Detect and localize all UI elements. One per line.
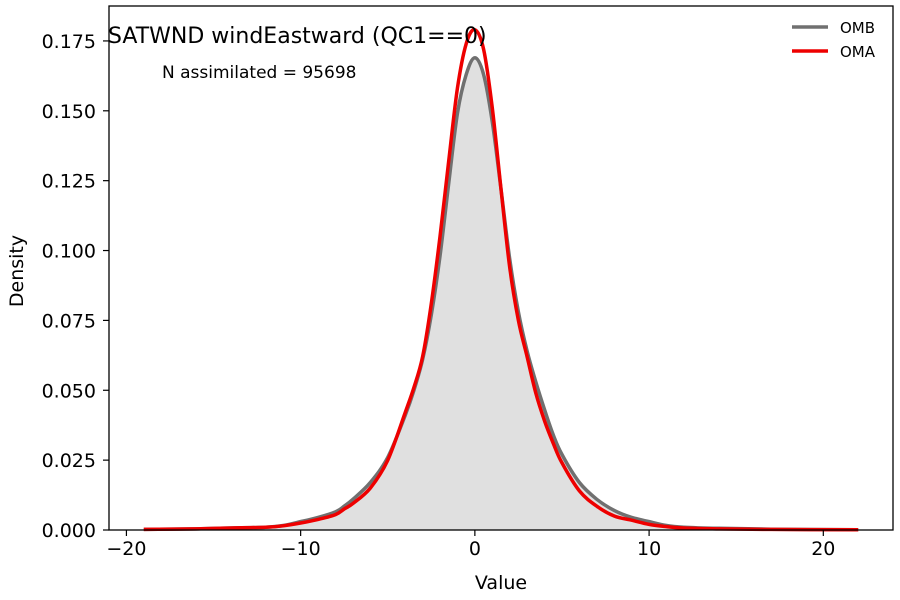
histogram-area [143, 57, 859, 530]
y-tick-label: 0.000 [42, 520, 96, 542]
x-tick-label: −10 [281, 538, 321, 560]
y-tick-label: 0.050 [42, 380, 96, 402]
n-assimilated-annotation: N assimilated = 95698 [162, 63, 356, 83]
y-tick-label: 0.075 [42, 310, 96, 332]
series-layer [143, 27, 859, 532]
y-tick-label: 0.175 [42, 31, 96, 53]
y-tick-label: 0.025 [42, 450, 96, 472]
series-line-oma [143, 27, 859, 532]
x-tick-label: −20 [106, 538, 146, 560]
series-line-omb [143, 55, 859, 532]
x-axis: −20 −10 0 10 20 [106, 530, 835, 560]
x-tick-label: 20 [811, 538, 835, 560]
legend: OMB OMA [792, 19, 876, 61]
plot-frame [108, 5, 894, 531]
histogram-fill-layer [143, 57, 859, 530]
y-axis-label: Density [6, 235, 28, 307]
x-axis-label: Value [475, 572, 527, 594]
y-tick-label: 0.100 [42, 241, 96, 263]
x-tick-label: 10 [637, 538, 661, 560]
y-tick-label: 0.150 [42, 101, 96, 123]
chart-title: SATWND windEastward (QC1==0) [108, 24, 487, 49]
y-axis: 0.000 0.025 0.050 0.075 0.100 0.125 0.150 0.175 [42, 31, 109, 542]
x-tick-label: 0 [469, 538, 481, 560]
legend-label-oma: OMA [840, 43, 876, 61]
legend-label-omb: OMB [840, 19, 875, 37]
y-tick-label: 0.125 [42, 171, 96, 193]
